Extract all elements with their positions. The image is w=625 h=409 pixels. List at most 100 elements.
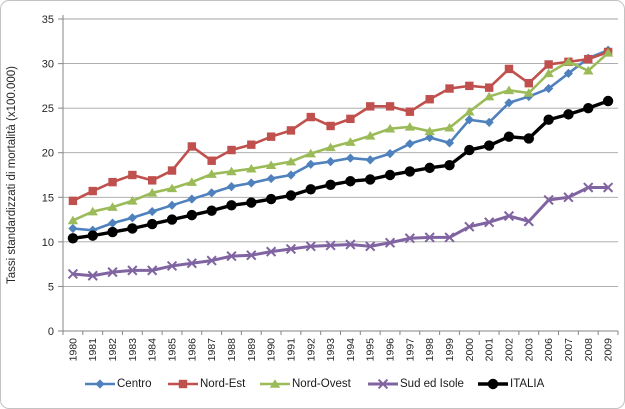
square-marker [425,95,434,104]
y-axis-tick-label: 35 [42,14,54,26]
triangle-marker [206,169,217,178]
x-marker [127,265,138,276]
square-marker [286,126,296,135]
diamond-marker [207,188,217,198]
square-marker [207,156,216,165]
circle-marker [305,184,316,195]
x-marker [147,265,158,276]
legend-label: Nord-Est [200,378,246,390]
x-marker [523,216,534,227]
y-axis-tick-label: 5 [48,281,54,293]
x-marker [484,217,495,228]
square-marker [504,64,514,74]
x-marker [503,210,515,222]
x-marker [345,239,356,250]
circle-marker [146,218,158,230]
circle-marker [384,169,396,181]
x-axis-year-label: 1997 [404,338,416,362]
triangle-marker [345,137,356,146]
triangle-marker [404,122,416,131]
triangle-marker [226,166,237,176]
circle-marker [166,214,178,225]
square-marker [385,102,395,111]
x-axis-year-label: 1982 [107,338,119,362]
series-line-sud-ed-isole [71,185,610,278]
y-axis-tick-label: 0 [48,326,54,338]
x-marker [424,232,435,243]
circle-marker [444,159,455,171]
x-axis-year-label: 1990 [266,338,278,362]
x-marker [384,237,396,248]
triangle-marker [583,65,594,75]
x-axis-year-label: 2008 [583,338,595,362]
square-marker [405,107,415,116]
x-axis-year-label: 2003 [523,338,535,362]
x-marker [87,270,98,281]
triangle-marker [186,177,198,186]
circle-marker [543,114,554,125]
square-marker [366,102,375,111]
x-marker [377,378,389,390]
diamond-marker [266,173,276,184]
triangle-marker [424,126,435,136]
diamond-marker [187,194,197,204]
diamond-marker [147,206,157,217]
circle-marker [67,233,79,244]
circle-marker [563,109,574,120]
x-axis-year-label: 2006 [543,338,555,362]
square-marker [524,78,534,88]
legend-swatch-circle [478,378,508,390]
y-axis-tick-label: 30 [42,59,54,71]
square-marker [147,176,157,185]
x-axis-year-label: 1986 [186,338,198,362]
circle-marker [87,230,98,241]
diamond-marker [167,200,177,210]
chart-legend: Centro Nord-Est Nord-Ovest Sud ed Isole ITAL… [1,374,624,396]
square-marker [187,142,197,151]
x-marker [285,243,297,255]
diamond-marker [325,157,336,167]
x-axis-year-label: 1980 [67,338,79,362]
diamond-marker [226,181,237,192]
x-marker [186,258,197,269]
series-line-nord-ovest [71,51,610,222]
series-line-centro [71,48,610,232]
diamond-marker [107,218,118,228]
circle-marker [345,176,356,187]
square-marker [266,132,276,141]
square-marker [88,186,97,196]
triangle-marker [543,68,554,78]
circle-marker [487,378,499,390]
square-marker [445,84,454,93]
legend-swatch-diamond [85,379,115,389]
triangle-marker [523,88,535,97]
x-marker [266,246,277,257]
diamond-marker [95,379,105,389]
diamond-marker [405,139,415,149]
x-marker [246,250,257,261]
y-axis-title: Tassi standardizzati di mortalità (x100.… [6,66,18,284]
square-marker [544,60,553,69]
x-axis-year-label: 2007 [563,338,575,362]
triangle-marker [384,123,396,133]
series-line-nord-est [71,50,610,203]
legend-swatch-triangle [260,379,290,388]
x-marker [563,192,574,203]
diamond-marker [425,132,435,143]
legend-item-nord-est: Nord-Est [168,374,245,394]
x-axis-year-label: 2009 [603,338,615,362]
triangle-marker [246,163,257,173]
triangle-marker [305,148,316,158]
x-axis-year-label: 1994 [345,338,357,362]
x-marker [602,182,614,193]
diamond-marker [286,170,296,180]
diamond-marker [544,83,554,94]
x-axis-year-label: 1993 [325,338,337,362]
x-marker [444,232,455,243]
x-axis-year-label: 1981 [87,338,99,362]
x-axis-year-label: 1992 [305,338,317,362]
circle-marker [285,190,297,201]
x-marker [206,255,217,266]
